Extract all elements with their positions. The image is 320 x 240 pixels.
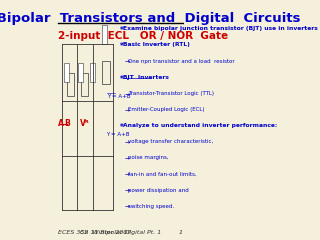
Text: A: A xyxy=(59,119,64,128)
Text: →: → xyxy=(124,59,130,64)
Bar xyxy=(102,25,108,44)
Text: *: * xyxy=(119,123,124,132)
Text: switching speed.: switching speed. xyxy=(128,204,174,209)
Text: *: * xyxy=(119,42,124,51)
Text: *: * xyxy=(119,75,124,84)
Text: Analyze to understand inverter performance:: Analyze to understand inverter performan… xyxy=(123,123,277,128)
Text: Emitter-Coupled Logic (ECL): Emitter-Coupled Logic (ECL) xyxy=(128,107,204,112)
Text: →: → xyxy=(124,91,130,96)
Text: Transistor-Transistor Logic (TTL): Transistor-Transistor Logic (TTL) xyxy=(128,91,214,96)
Text: voltage transfer characteristic,: voltage transfer characteristic, xyxy=(128,139,213,144)
Text: power dissipation and: power dissipation and xyxy=(128,188,188,193)
Bar xyxy=(90,63,95,82)
Text: Ch 11   Bipolar  Transistors and  Digital  Circuits: Ch 11 Bipolar Transistors and Digital Ci… xyxy=(0,12,300,25)
Text: 2-input  ECL   OR / NOR  Gate: 2-input ECL OR / NOR Gate xyxy=(59,31,228,41)
Bar xyxy=(64,63,69,82)
Text: ECES 352  Winter 2007: ECES 352 Winter 2007 xyxy=(59,230,132,235)
Text: One npn transistor and a load  resistor: One npn transistor and a load resistor xyxy=(128,59,234,64)
Text: *: * xyxy=(119,26,124,35)
Text: Basic Inverter (RTL): Basic Inverter (RTL) xyxy=(123,42,189,48)
Text: Vᴿ: Vᴿ xyxy=(80,119,89,128)
Text: →: → xyxy=(124,139,130,144)
Text: Y = A+B: Y = A+B xyxy=(106,132,130,137)
Text: BJT  Inverters: BJT Inverters xyxy=(123,75,169,80)
Text: →: → xyxy=(124,204,130,209)
Text: Examine bipolar junction transistor (BJT) use in inverters for logic circuits.: Examine bipolar junction transistor (BJT… xyxy=(123,26,320,31)
Text: →: → xyxy=(124,171,130,176)
Bar xyxy=(67,72,74,96)
Bar xyxy=(102,61,110,84)
Bar xyxy=(81,72,88,96)
Text: →: → xyxy=(124,155,130,160)
Text: noise margins,: noise margins, xyxy=(128,155,168,160)
Bar xyxy=(78,63,83,82)
Text: B: B xyxy=(64,119,70,128)
Text: Y = A+B: Y = A+B xyxy=(108,94,131,99)
Text: fan-in and fan-out limits,: fan-in and fan-out limits, xyxy=(128,171,196,176)
Text: 1: 1 xyxy=(179,230,183,235)
Text: →: → xyxy=(124,107,130,112)
Text: Ch 11 Bipolar Digital Pt. 1: Ch 11 Bipolar Digital Pt. 1 xyxy=(80,230,161,235)
Text: →: → xyxy=(124,188,130,193)
